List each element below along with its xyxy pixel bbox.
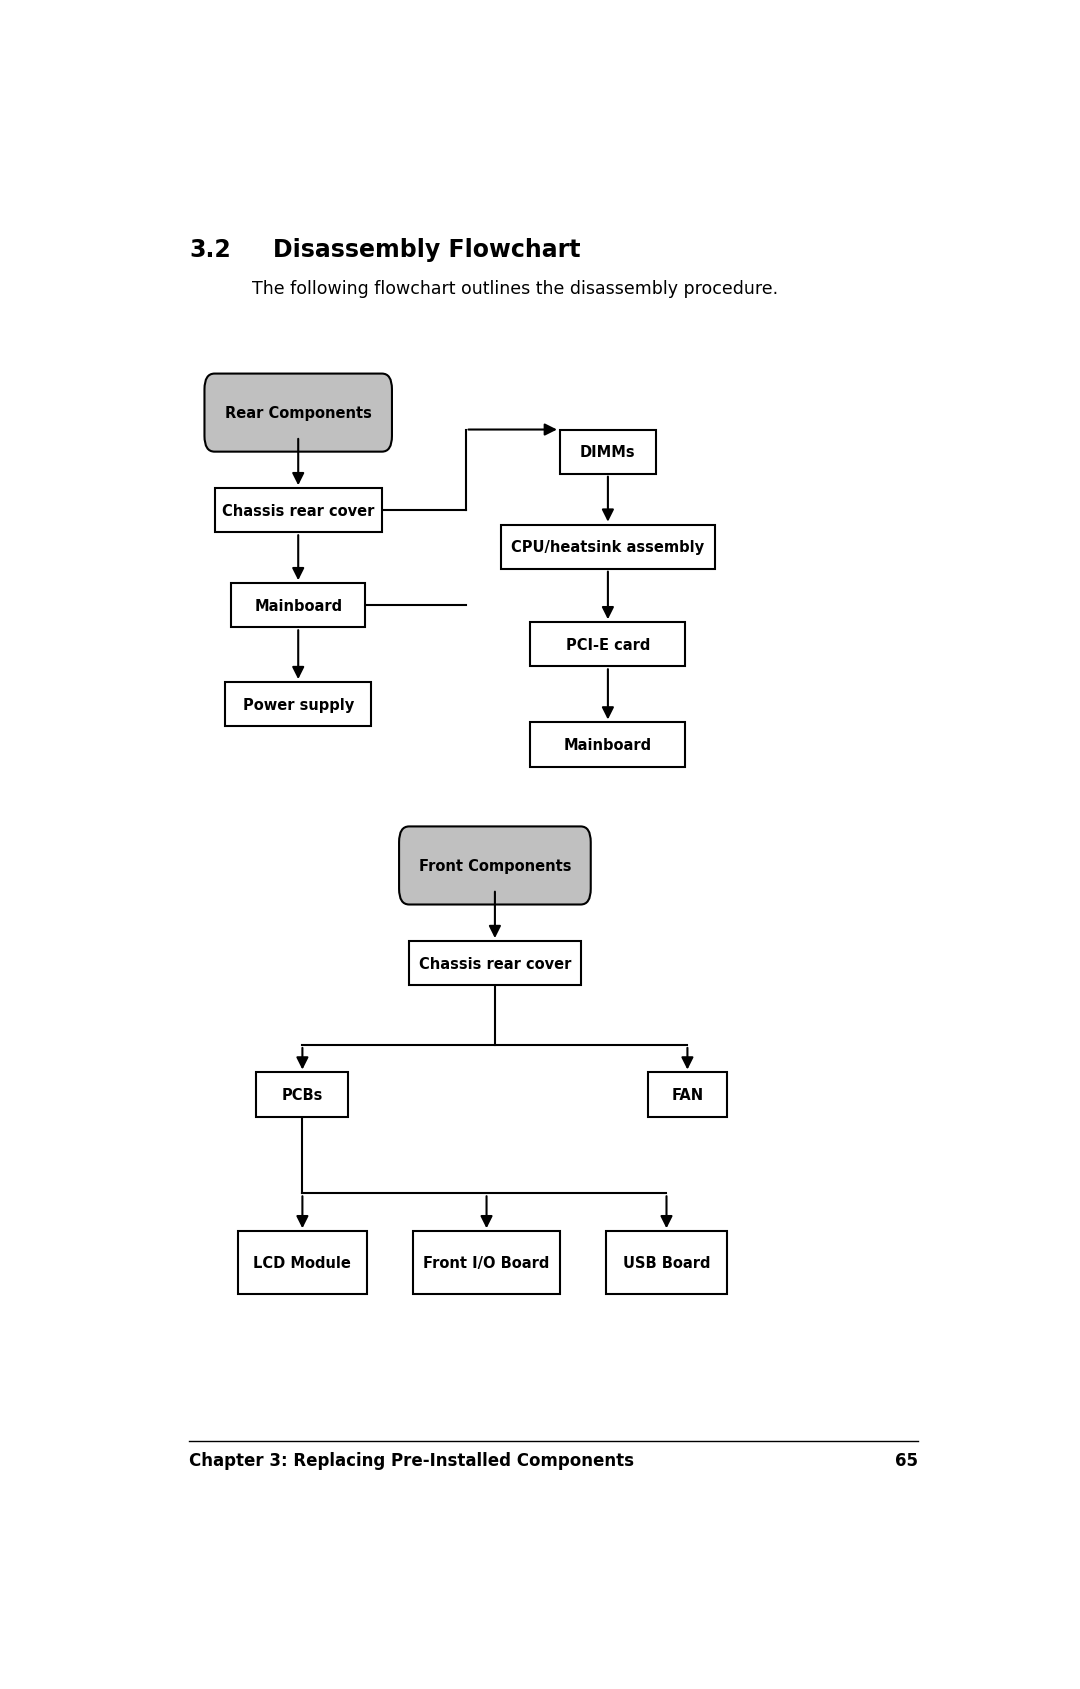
FancyBboxPatch shape <box>400 828 591 905</box>
Bar <box>530 723 686 767</box>
Bar <box>559 431 656 475</box>
Text: Disassembly Flowchart: Disassembly Flowchart <box>273 238 581 262</box>
Text: Chassis rear cover: Chassis rear cover <box>222 503 375 519</box>
Text: PCBs: PCBs <box>282 1088 323 1103</box>
Bar <box>501 525 715 569</box>
Bar <box>225 682 372 726</box>
Text: 65: 65 <box>894 1451 918 1469</box>
Text: Rear Components: Rear Components <box>225 405 372 421</box>
Text: FAN: FAN <box>672 1088 703 1103</box>
Text: DIMMs: DIMMs <box>580 444 636 459</box>
Text: 3.2: 3.2 <box>189 238 231 262</box>
Text: PCI-E card: PCI-E card <box>566 637 650 652</box>
Bar <box>414 1231 559 1294</box>
Bar <box>530 623 686 667</box>
Text: Mainboard: Mainboard <box>564 738 652 753</box>
Text: USB Board: USB Board <box>623 1255 711 1270</box>
Bar <box>231 584 365 628</box>
Text: CPU/heatsink assembly: CPU/heatsink assembly <box>511 540 704 554</box>
Text: The following flowchart outlines the disassembly procedure.: The following flowchart outlines the dis… <box>253 279 779 297</box>
Text: Chapter 3: Replacing Pre-Installed Components: Chapter 3: Replacing Pre-Installed Compo… <box>189 1451 634 1469</box>
Bar <box>606 1231 727 1294</box>
Text: Mainboard: Mainboard <box>254 598 342 613</box>
Text: LCD Module: LCD Module <box>254 1255 351 1270</box>
Text: Front I/O Board: Front I/O Board <box>423 1255 550 1270</box>
Text: Front Components: Front Components <box>419 858 571 873</box>
Text: Power supply: Power supply <box>243 698 354 713</box>
FancyBboxPatch shape <box>204 375 392 453</box>
Bar <box>648 1073 727 1116</box>
Text: Chassis rear cover: Chassis rear cover <box>419 956 571 971</box>
Bar <box>256 1073 349 1116</box>
Bar <box>238 1231 367 1294</box>
Bar <box>409 941 581 986</box>
Bar <box>215 488 382 534</box>
